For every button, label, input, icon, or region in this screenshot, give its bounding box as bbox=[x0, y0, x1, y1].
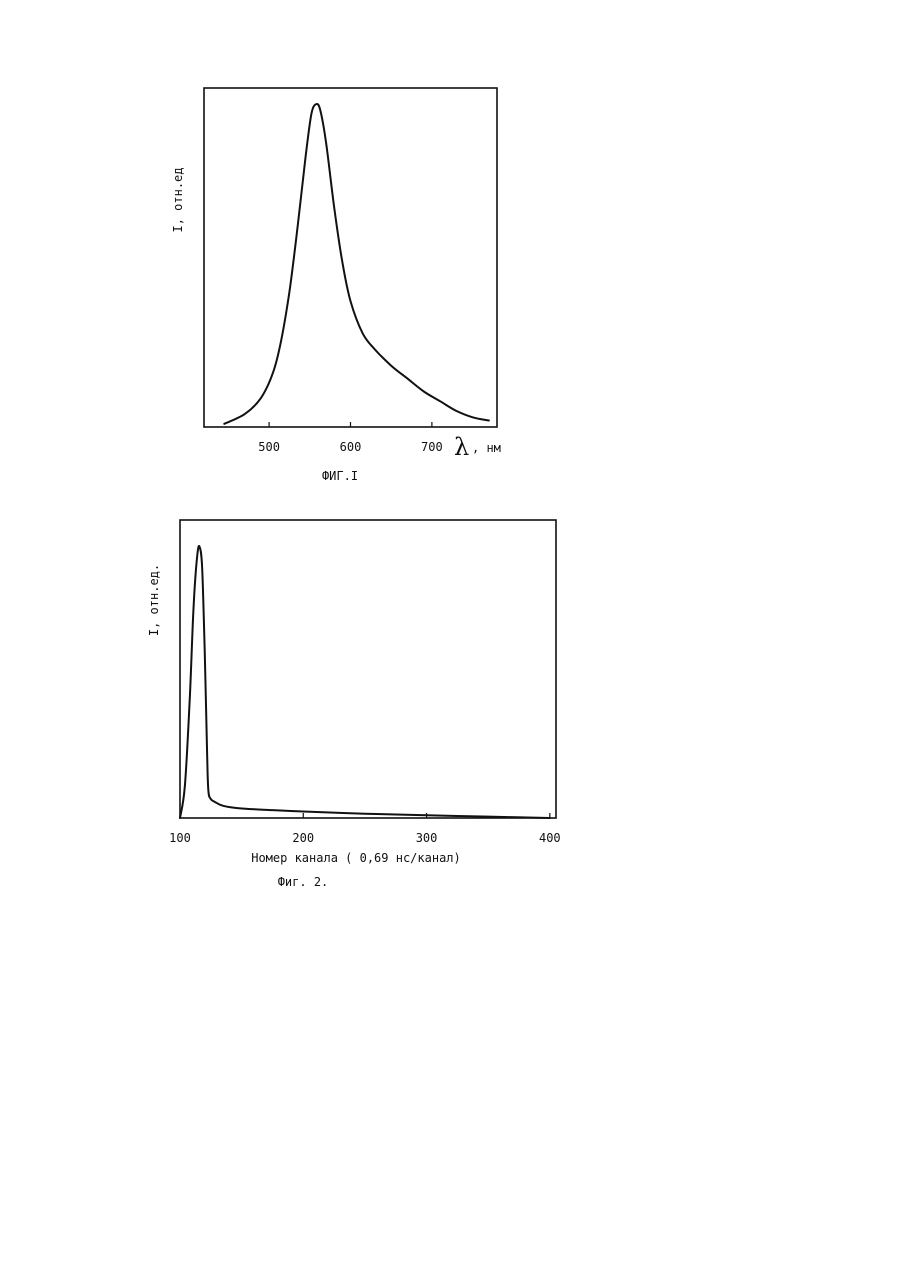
figure-1-x-tick-label-500: 500 bbox=[258, 440, 280, 454]
figure-2-series-line-0 bbox=[180, 546, 550, 818]
figure-1-y-axis-label: I, отн.ед bbox=[171, 167, 185, 232]
figure-1: I, отн.ед 500 600 700 λ , нм ФИГ.I bbox=[171, 88, 501, 483]
figure-2-x-tick-label-100: 100 bbox=[169, 831, 191, 845]
figure-2-series bbox=[180, 546, 550, 818]
figure-1-series-line-0 bbox=[224, 104, 489, 424]
figure-1-x-tick-label-600: 600 bbox=[340, 440, 362, 454]
figure-1-x-axis-symbol: λ bbox=[454, 433, 469, 461]
figure-1-x-axis-unit: , нм bbox=[472, 441, 501, 455]
figure-2-y-axis-label: I, отн.ед. bbox=[147, 564, 161, 636]
figure-2-x-tick-label-200: 200 bbox=[292, 831, 314, 845]
figure-1-caption: ФИГ.I bbox=[322, 469, 358, 483]
figure-1-x-tick-label-700: 700 bbox=[421, 440, 443, 454]
figure-2-caption: Фиг. 2. bbox=[278, 875, 329, 889]
figure-2-x-tick-label-400: 400 bbox=[539, 831, 561, 845]
figure-2: I, отн.ед. 100 200 300 400 Номер канала ( 0… bbox=[147, 520, 561, 889]
figure-2-frame bbox=[180, 520, 556, 818]
figure-2-x-axis-label: Номер канала ( 0,69 нс/канал) bbox=[251, 851, 461, 865]
figure-2-x-tick-label-300: 300 bbox=[416, 831, 438, 845]
figure-1-frame bbox=[204, 88, 497, 427]
figure-1-series bbox=[224, 104, 489, 424]
